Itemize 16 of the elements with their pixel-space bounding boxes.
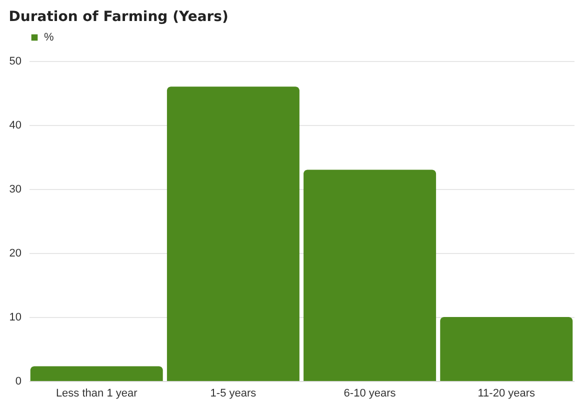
x-tick-label: 11-20 years: [478, 388, 536, 400]
y-tick-label: 10: [9, 312, 22, 324]
x-tick-label: Less than 1 year: [56, 388, 138, 400]
y-tick-label: 50: [9, 56, 22, 68]
bar: [440, 317, 573, 381]
bar: [304, 170, 436, 381]
y-tick-label: 20: [9, 248, 22, 260]
bar: [166, 86, 300, 381]
y-tick-label: 30: [9, 184, 22, 196]
bar: [30, 366, 163, 381]
y-tick-label: 40: [9, 120, 22, 132]
x-tick-label: 6-10 years: [344, 388, 396, 400]
chart-title: Duration of Farming (Years): [8, 9, 228, 25]
legend-label: %: [44, 32, 54, 44]
y-tick-label: 0: [15, 376, 22, 388]
x-tick-label: 1-5 years: [210, 388, 257, 400]
